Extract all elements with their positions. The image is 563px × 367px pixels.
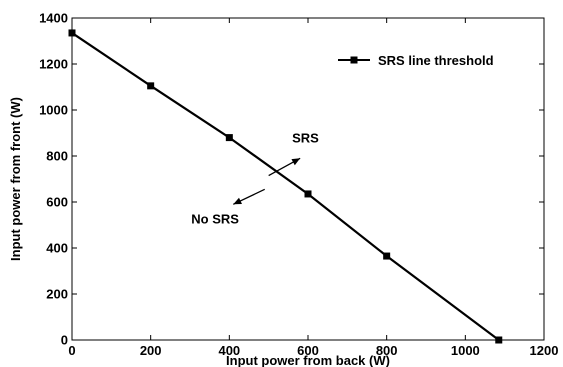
- data-point: [225, 134, 233, 142]
- x-tick-label: 200: [140, 343, 162, 358]
- data-point: [147, 82, 155, 90]
- annotation-layer: SRS No SRS: [191, 130, 319, 226]
- y-tick-label: 400: [46, 241, 68, 256]
- y-axis-label: Input power from front (W): [8, 97, 23, 261]
- y-tick-label: 1000: [39, 103, 68, 118]
- y-tick-label: 1400: [39, 11, 68, 26]
- x-tick-label: 600: [297, 343, 319, 358]
- series-line: [71, 32, 500, 341]
- data-point: [68, 29, 76, 37]
- x-tick-label: 1200: [530, 343, 559, 358]
- data-point: [495, 336, 503, 344]
- annotation-label: SRS: [292, 130, 319, 145]
- x-axis-label: Input power from back (W): [226, 353, 390, 367]
- annotation-arrow-head: [233, 197, 242, 205]
- legend: SRS line threshold: [338, 53, 494, 68]
- annotation-arrow-head: [291, 158, 301, 166]
- legend-marker: [350, 56, 358, 64]
- y-tick-label: 1200: [39, 57, 68, 72]
- x-tick-label: 1000: [451, 343, 480, 358]
- y-tick-label: 200: [46, 287, 68, 302]
- legend-label: SRS line threshold: [378, 53, 494, 68]
- annotation-label: No SRS: [191, 211, 239, 226]
- series-layer: [68, 29, 503, 344]
- x-tick-label: 0: [68, 343, 75, 358]
- data-point: [383, 252, 391, 260]
- x-tick-label: 800: [376, 343, 398, 358]
- data-point: [304, 190, 312, 198]
- x-tick-label: 400: [218, 343, 240, 358]
- y-tick-label: 800: [46, 149, 68, 164]
- y-tick-label: 600: [46, 195, 68, 210]
- y-tick-label: 0: [61, 333, 68, 348]
- axis-ticks: 0 200 400 600 800 1000 1200 0 200 400 600 800 1000 12…: [39, 11, 558, 359]
